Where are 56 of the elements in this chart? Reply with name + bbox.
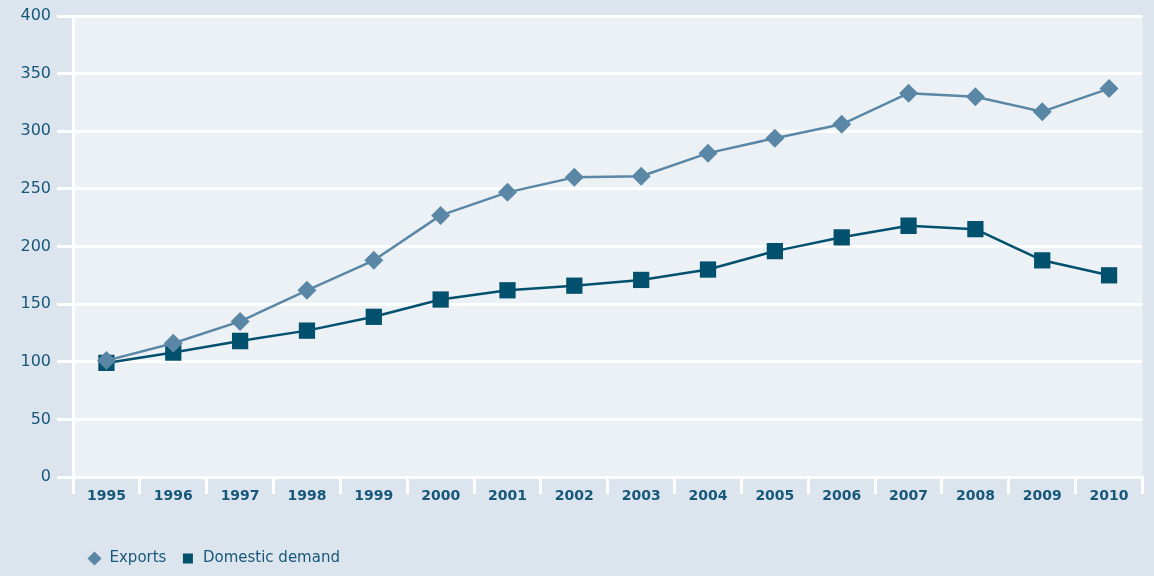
y-tick-label: 350 [20, 62, 51, 82]
point [965, 87, 985, 107]
x-tick-label: 2009 [1022, 487, 1062, 504]
x-tick-label: 2001 [488, 487, 527, 504]
point [1034, 252, 1051, 269]
y-tick-label: 400 [20, 5, 51, 25]
point [1099, 79, 1119, 99]
point [564, 167, 584, 187]
x-tick-label: 1999 [354, 487, 394, 504]
x-tick-label: 2000 [421, 487, 461, 504]
point [1032, 102, 1052, 122]
point [431, 205, 451, 225]
x-tick-label: 2003 [621, 487, 661, 504]
x-tick-label: 1997 [220, 487, 260, 504]
y-tick-label: 100 [20, 350, 51, 370]
y-tick-label: 250 [20, 178, 51, 198]
point [633, 271, 650, 289]
point [698, 143, 718, 163]
x-tick-label: 2007 [889, 487, 929, 504]
point [365, 308, 382, 325]
x-tick-label: 1995 [86, 487, 126, 504]
point [497, 182, 517, 202]
point [566, 277, 583, 294]
point [631, 166, 651, 186]
legend-label: Domestic demand [202, 548, 340, 567]
x-tick-label: 1998 [287, 487, 327, 504]
point [765, 128, 785, 148]
point [364, 250, 384, 270]
y-tick-label: 200 [20, 235, 51, 255]
point [230, 311, 250, 331]
point [899, 83, 919, 103]
point [967, 221, 984, 238]
point [298, 322, 316, 339]
point [432, 291, 449, 308]
x-tick-label: 2010 [1089, 487, 1129, 504]
x-tick-label: 1996 [153, 487, 193, 504]
point [1100, 267, 1118, 284]
point [900, 217, 917, 234]
legend-label: Exports [109, 548, 167, 567]
x-tick-label: 2008 [955, 487, 995, 504]
x-tick-label: 2004 [688, 487, 728, 504]
x-tick-label: 2002 [554, 487, 594, 504]
x-tick-label: 2006 [822, 487, 862, 504]
point [833, 229, 850, 246]
y-tick-label: 0 [40, 466, 51, 486]
y-tick-label: 300 [20, 120, 51, 140]
y-tick-label: 50 [30, 408, 51, 428]
point [297, 280, 317, 300]
x-tick-label: 2005 [755, 487, 795, 504]
point [766, 242, 783, 260]
point [231, 332, 249, 350]
y-tick-label: 150 [20, 293, 51, 313]
point [832, 114, 852, 134]
point [163, 333, 183, 353]
point [699, 261, 717, 278]
point [499, 282, 516, 299]
